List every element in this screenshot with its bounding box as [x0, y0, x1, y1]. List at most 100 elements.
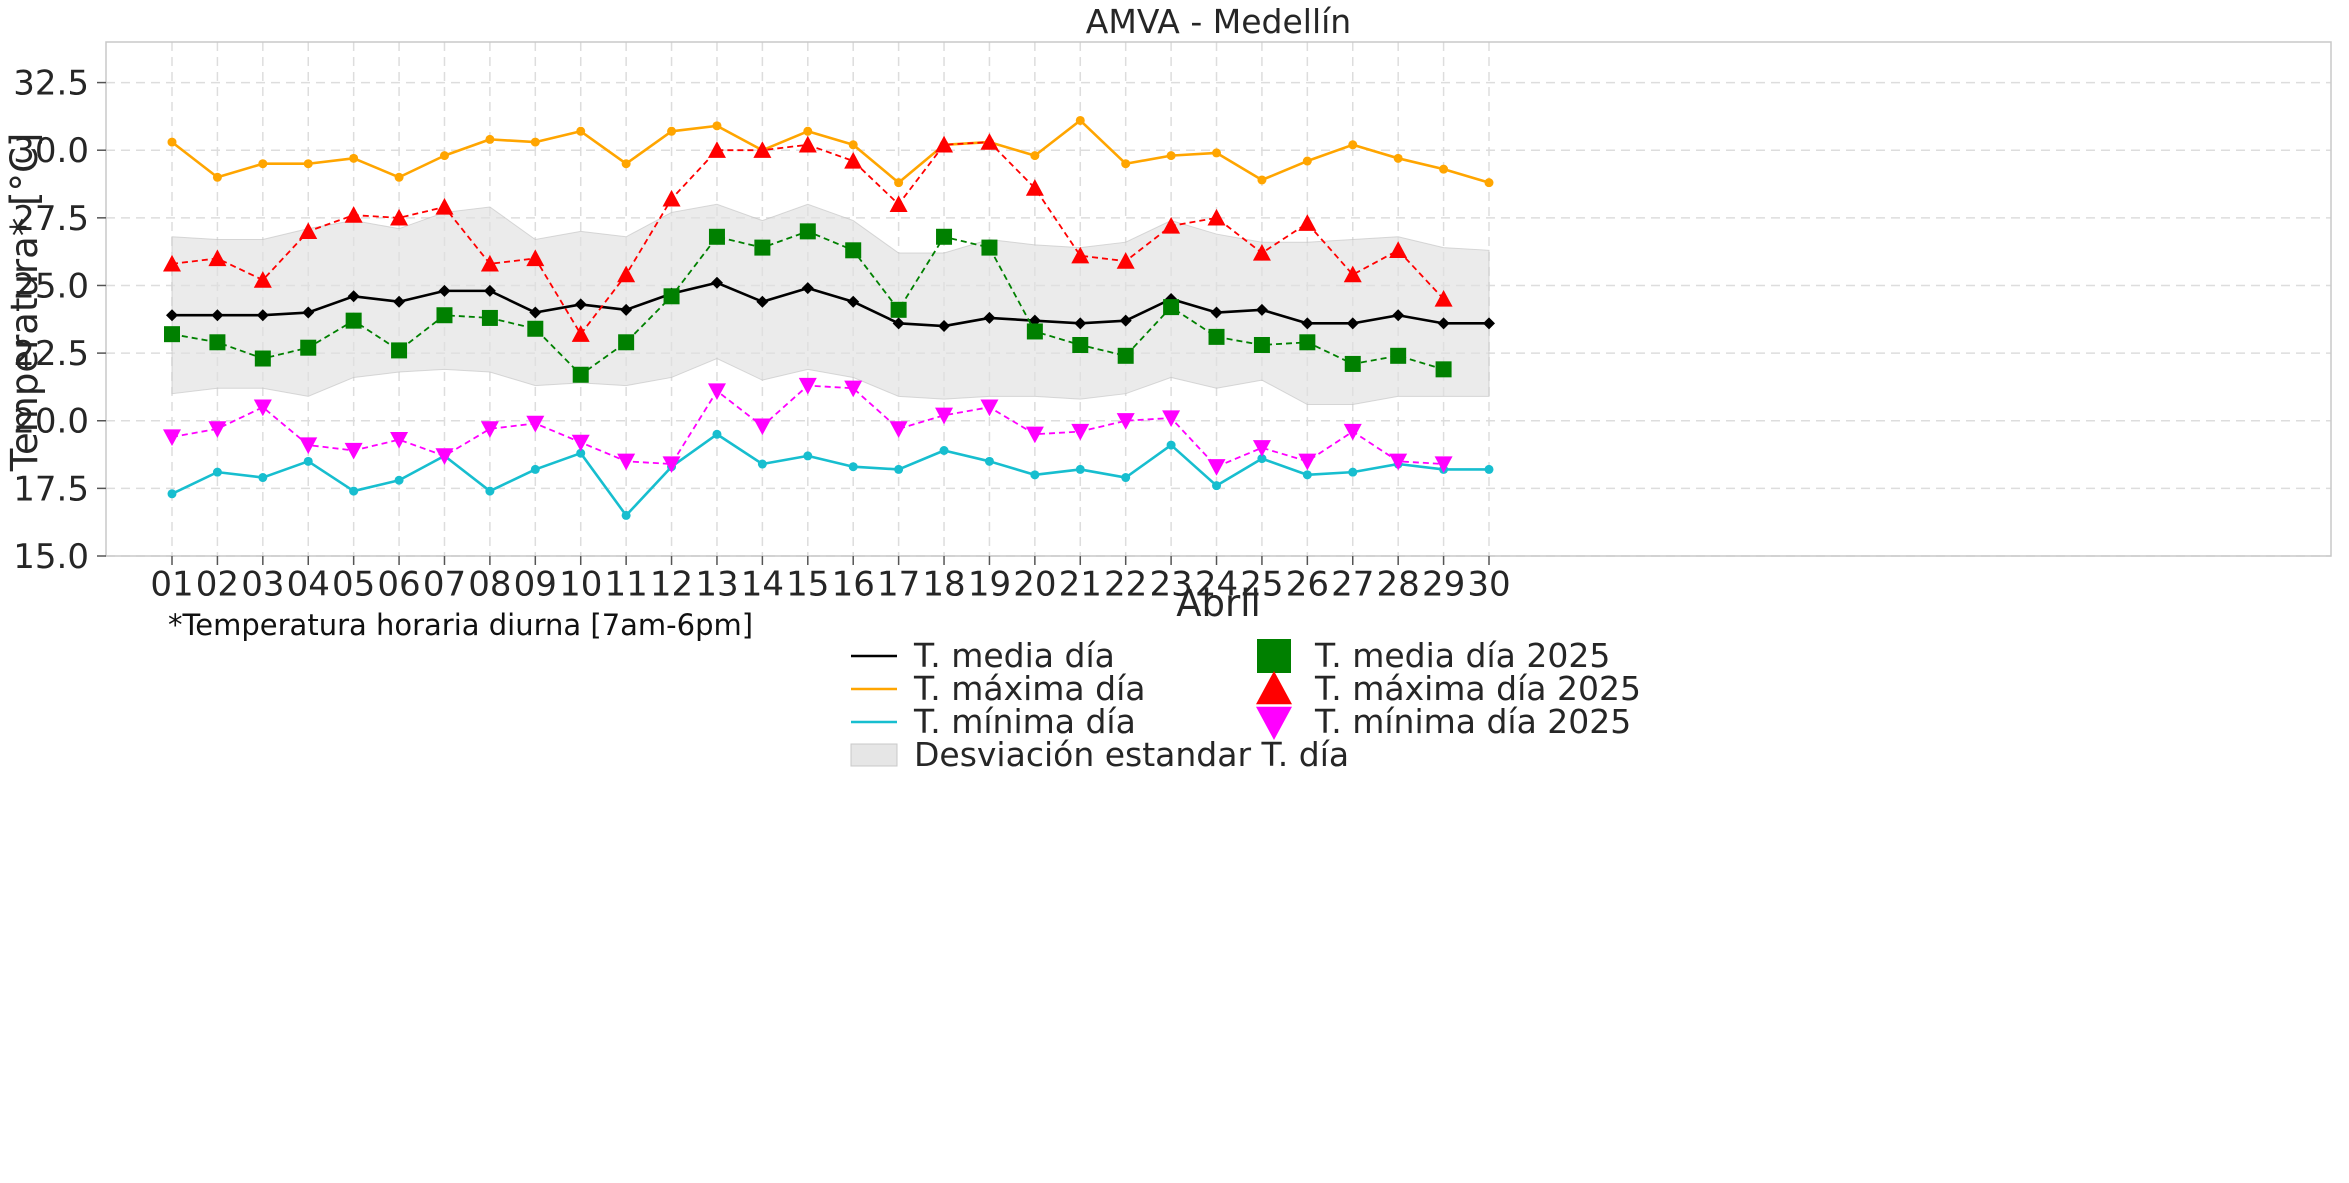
data-point [617, 453, 636, 471]
data-point [1437, 317, 1450, 330]
x-tick-label: 26 [1286, 565, 1329, 605]
x-tick-label: 04 [287, 565, 330, 605]
data-point [621, 159, 631, 169]
series-5 [163, 133, 1453, 342]
x-tick-label: 29 [1422, 565, 1465, 605]
data-point [439, 151, 449, 161]
x-tick-labels: 01 02 03 04 05 06 07 08 09 10 11 12 13 14 15 16 17 18 19 20… [150, 556, 1511, 605]
data-point [167, 489, 177, 499]
data-point [481, 309, 498, 326]
std-band [171, 203, 1490, 406]
data-point [349, 153, 359, 163]
data-point [574, 298, 587, 311]
data-point [529, 306, 542, 319]
x-tick-label: 21 [1059, 565, 1102, 605]
x-tick-label: 17 [877, 565, 920, 605]
data-point [1434, 290, 1453, 307]
data-point [1162, 410, 1181, 428]
y-tick-label: 17.5 [13, 469, 89, 509]
x-tick-label: 02 [196, 565, 239, 605]
data-point [938, 320, 951, 333]
legend-item: T. mínima día [851, 702, 1136, 741]
data-point [344, 442, 363, 460]
plot-frame [105, 41, 2332, 557]
data-point [1071, 423, 1090, 441]
data-point [1121, 473, 1131, 483]
data-point [258, 473, 268, 483]
data-point [254, 350, 271, 367]
x-tick-label: 10 [559, 565, 602, 605]
legend-item: T. mínima día 2025 [1256, 702, 1631, 741]
data-point [983, 311, 996, 324]
y-tick-label: 32.5 [13, 64, 89, 104]
y-tick-label: 27.5 [13, 199, 89, 239]
data-point [799, 223, 816, 240]
data-point [756, 295, 769, 308]
legend-item: T. media día [851, 636, 1115, 675]
data-point [527, 320, 544, 337]
data-point [163, 254, 181, 272]
data-point [209, 334, 226, 351]
legend-label: T. máxima día 2025 [1314, 669, 1641, 708]
data-point [1075, 115, 1085, 125]
data-point [299, 437, 318, 455]
data-point [707, 383, 726, 400]
x-tick-label: 07 [423, 565, 466, 605]
data-point [1483, 317, 1495, 330]
data-point [300, 339, 317, 356]
data-point [753, 418, 772, 436]
legend-item: T. máxima día 2025 [1256, 669, 1641, 708]
data-point [984, 456, 994, 466]
data-point [576, 448, 586, 458]
data-point [1346, 317, 1359, 330]
data-point [390, 432, 409, 449]
legend-label: T. mínima día 2025 [1314, 702, 1631, 741]
legend-label: T. máxima día [913, 669, 1145, 708]
data-point [530, 137, 540, 147]
y-tick-label: 20.0 [13, 402, 89, 442]
data-point [349, 486, 359, 496]
legend-swatch [1257, 639, 1291, 673]
y-tick-label: 25.0 [13, 266, 89, 306]
data-point [847, 295, 860, 308]
data-point [935, 135, 954, 153]
y-tick-label: 15.0 [13, 537, 89, 577]
x-tick-label: 01 [150, 565, 193, 605]
data-point [1343, 423, 1362, 441]
series-line [171, 119, 1490, 184]
data-point [1348, 140, 1358, 150]
data-point [253, 271, 272, 288]
data-point [208, 249, 227, 267]
x-tick-label: 25 [1240, 565, 1283, 605]
x-tick-label: 18 [922, 565, 965, 605]
data-point [712, 121, 722, 131]
data-point [526, 415, 545, 433]
data-point [1026, 323, 1043, 340]
data-point [344, 206, 363, 223]
data-point [394, 172, 404, 182]
data-point [480, 421, 499, 438]
data-point [258, 159, 268, 169]
data-point [1302, 470, 1312, 480]
data-point [1166, 151, 1176, 161]
data-point [1117, 347, 1134, 364]
data-point [1071, 246, 1090, 264]
data-point [1207, 208, 1226, 226]
legend-item: T. media día 2025 [1257, 636, 1610, 675]
y-tick-label: 30.0 [13, 131, 89, 171]
data-point [1298, 214, 1317, 231]
data-point [1392, 309, 1405, 322]
x-tick-label: 16 [832, 565, 875, 605]
x-tick-label: 28 [1377, 565, 1420, 605]
data-point [844, 152, 863, 169]
series-line [171, 432, 1489, 517]
data-point [571, 325, 590, 342]
legend-swatch [1256, 671, 1292, 705]
data-point [1343, 265, 1362, 283]
data-point [572, 366, 589, 383]
data-point [1302, 156, 1312, 166]
data-point [1162, 216, 1181, 234]
data-point [620, 303, 633, 316]
